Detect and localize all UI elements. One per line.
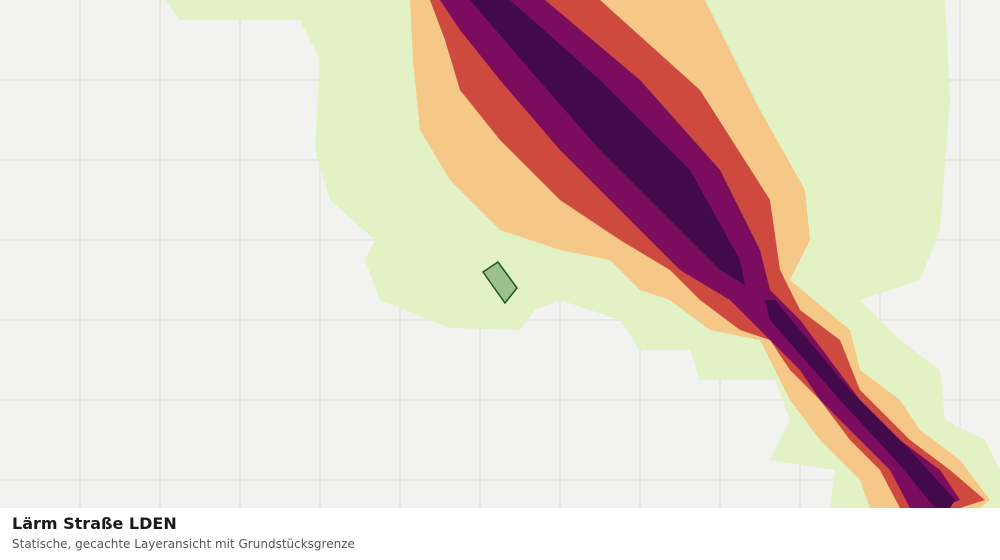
- layer-subtitle: Statische, gecachte Layeransicht mit Gru…: [12, 537, 355, 551]
- legend-footer: Lärm Straße LDEN Statische, gecachte Lay…: [0, 508, 1000, 560]
- noise-zone-extreme: [470, 0, 955, 508]
- parcel-boundary: [481, 260, 518, 305]
- layer-title: Lärm Straße LDEN: [12, 514, 177, 533]
